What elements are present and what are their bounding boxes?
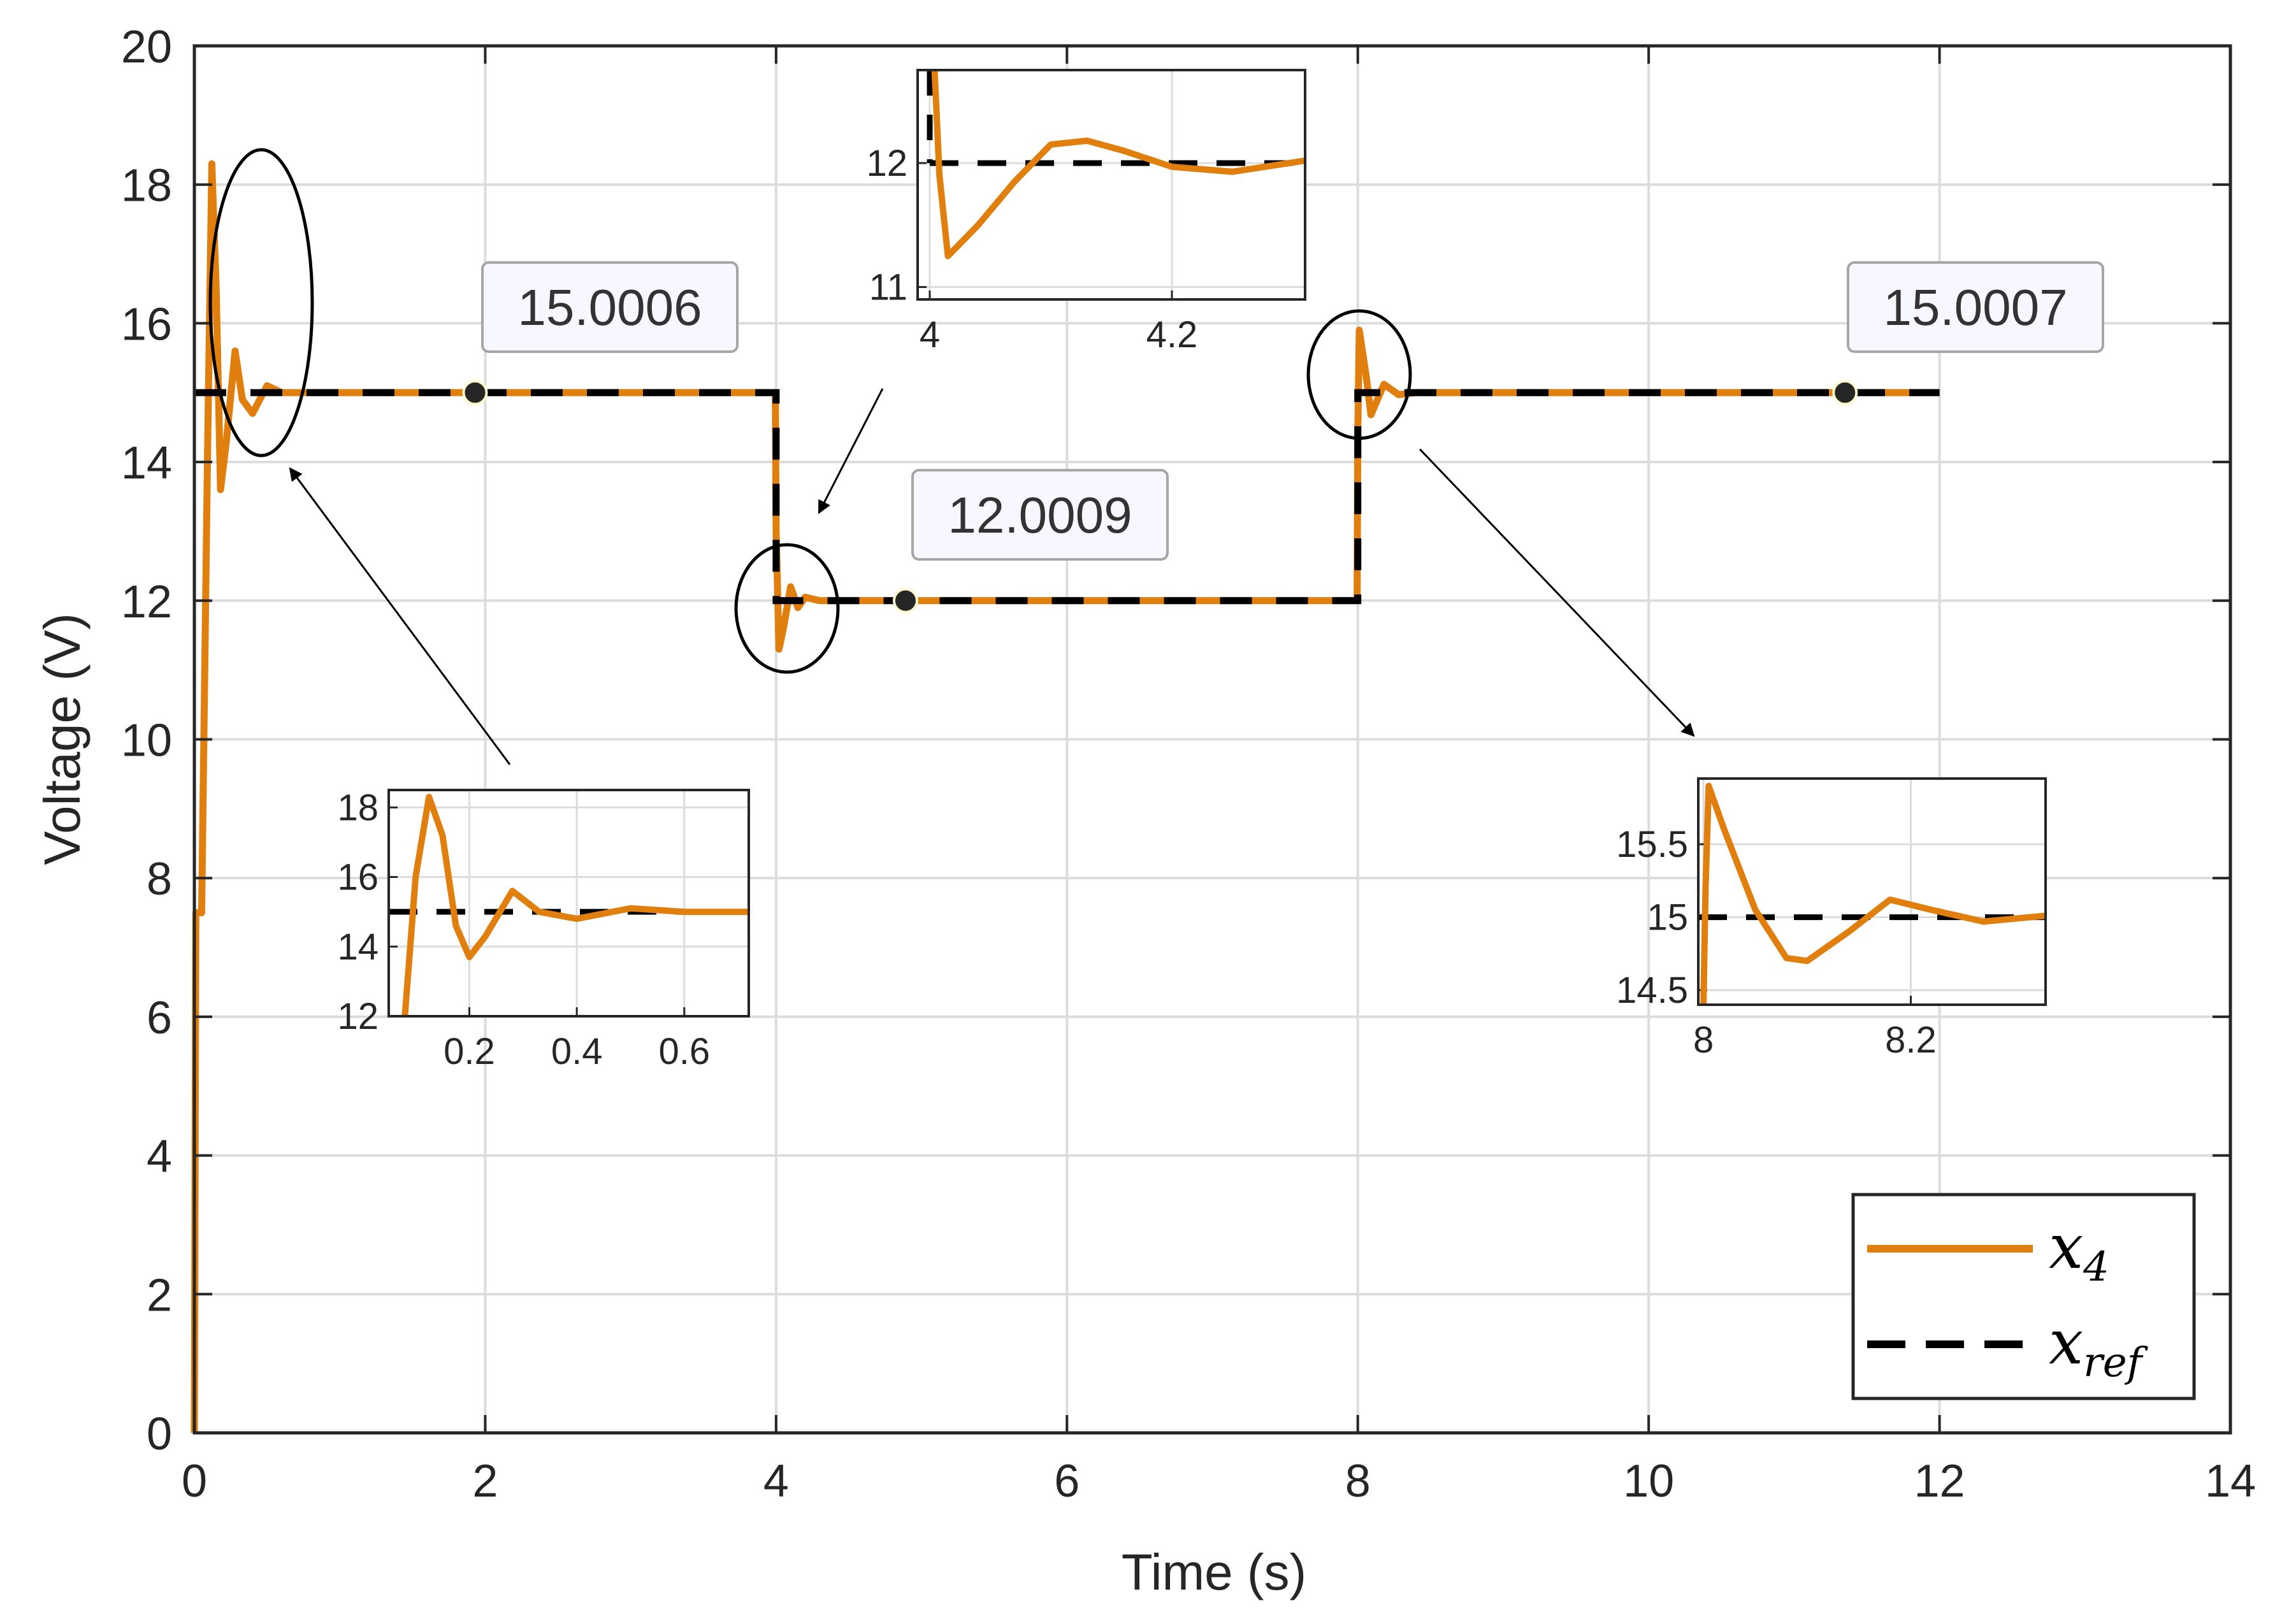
insets: 0.2 0.4 0.6 12 14 16 18 4 4.2 11 12 8 8.2 14.5 15 15.5 xyxy=(337,69,2047,1072)
y-tick-label: 18 xyxy=(121,161,172,212)
inset-plot xyxy=(389,793,749,1016)
data-tip-box xyxy=(911,469,1169,561)
inset-x-tick-label: 0.4 xyxy=(551,1031,603,1072)
data-tip-box xyxy=(481,261,739,353)
y-axis-label: Voltage (V) xyxy=(34,613,90,865)
inset-y-tick-label: 16 xyxy=(337,857,379,898)
y-tick-label: 14 xyxy=(121,438,172,489)
reference-series xyxy=(194,389,1940,605)
inset-background xyxy=(389,790,749,1016)
data-tip[interactable]: 12.0009 xyxy=(892,469,1169,614)
x-tick-label: 10 xyxy=(1623,1456,1674,1507)
x-tick-label: 0 xyxy=(182,1456,207,1507)
data-tips: 15.0006 12.0009 15.0007 xyxy=(462,261,2104,614)
inset-frame xyxy=(916,69,1306,301)
inset-x-tick-label: 8.2 xyxy=(1885,1019,1937,1061)
inset-x4-line xyxy=(931,70,1305,259)
legend: x4 xref xyxy=(1851,1193,2196,1400)
inset-frame xyxy=(1697,777,2047,1006)
y-tick-label: 20 xyxy=(121,22,172,73)
y-tick-label: 2 xyxy=(147,1270,172,1321)
data-tip-label: 15.0006 xyxy=(517,279,702,336)
y-tick-label: 16 xyxy=(121,299,172,350)
x-tick-label: 14 xyxy=(2205,1456,2256,1507)
y-tick-label: 12 xyxy=(121,577,172,628)
inset-y-tick-label: 18 xyxy=(337,787,379,828)
response-series xyxy=(191,160,1940,1434)
inset-startup: 0.2 0.4 0.6 12 14 16 18 xyxy=(337,787,750,1072)
x-tick-label: 4 xyxy=(763,1456,789,1507)
arrow-to-step-4s xyxy=(818,388,884,514)
axis-tick-labels: 0 2 4 6 8 10 12 14 0 2 4 6 8 10 12 14 16 18 20 xyxy=(121,22,2256,1507)
inset-y-tick-label: 15.5 xyxy=(1616,824,1688,865)
xref-line xyxy=(194,389,1940,605)
inset-plot xyxy=(927,70,1305,259)
inset-frame xyxy=(387,789,750,1017)
inset-x-tick-label: 4.2 xyxy=(1146,314,1198,356)
arrow-to-inset-8s xyxy=(1419,448,1695,737)
legend-label-xref: xref xyxy=(2049,1307,2149,1386)
inset-x-tick-label: 0.2 xyxy=(444,1031,495,1072)
y-tick-label: 0 xyxy=(147,1409,172,1460)
inset-x-tick-label: 0.6 xyxy=(658,1031,710,1072)
x4-line xyxy=(191,160,1940,1434)
startup-ellipse xyxy=(208,148,314,457)
inset-x-tick-label: 4 xyxy=(920,314,940,356)
data-tip-marker xyxy=(462,380,488,406)
inset-y-tick-label: 12 xyxy=(337,996,379,1037)
inset-step-4s: 4 4.2 11 12 xyxy=(866,69,1306,356)
data-tip-label: 12.0009 xyxy=(948,487,1132,543)
inset-y-tick-label: 14 xyxy=(337,926,379,968)
data-tip-marker xyxy=(1832,380,1858,406)
y-tick-label: 4 xyxy=(147,1132,172,1182)
data-tip-marker xyxy=(892,587,918,614)
y-tick-label: 8 xyxy=(147,854,172,905)
inset-y-tick-label: 14.5 xyxy=(1616,970,1688,1011)
inset-background xyxy=(918,70,1305,299)
y-tick-label: 10 xyxy=(121,715,172,766)
x-tick-label: 8 xyxy=(1345,1456,1371,1507)
arrow-to-startup xyxy=(289,467,511,765)
inset-x-tick-label: 8 xyxy=(1693,1019,1714,1061)
data-tip-box xyxy=(1847,261,2104,353)
step-4s-ellipse xyxy=(734,543,840,674)
data-tip[interactable]: 15.0006 xyxy=(462,261,739,406)
x-tick-label: 2 xyxy=(472,1456,498,1507)
inset-background xyxy=(1698,779,2046,1005)
y-tick-label: 6 xyxy=(147,993,172,1044)
inset-step-8s: 8 8.2 14.5 15 15.5 xyxy=(1616,777,2047,1061)
legend-label-x4: x4 xyxy=(2049,1211,2109,1291)
inset-y-tick-label: 12 xyxy=(866,143,907,184)
inset-y-tick-label: 11 xyxy=(869,267,907,308)
x-tick-label: 12 xyxy=(1914,1456,1965,1507)
data-tip[interactable]: 15.0007 xyxy=(1832,261,2104,406)
inset-plot xyxy=(1698,782,2046,1005)
inset-y-tick-label: 15 xyxy=(1647,897,1688,938)
inset-x4-line xyxy=(1700,782,2046,1005)
legend-box xyxy=(1851,1193,2196,1400)
data-tip-label: 15.0007 xyxy=(1883,279,2067,336)
x-tick-label: 6 xyxy=(1054,1456,1080,1507)
inset-x4-line xyxy=(401,793,749,1016)
x-axis-label: Time (s) xyxy=(1122,1544,1306,1600)
step-8s-ellipse xyxy=(1306,309,1412,440)
